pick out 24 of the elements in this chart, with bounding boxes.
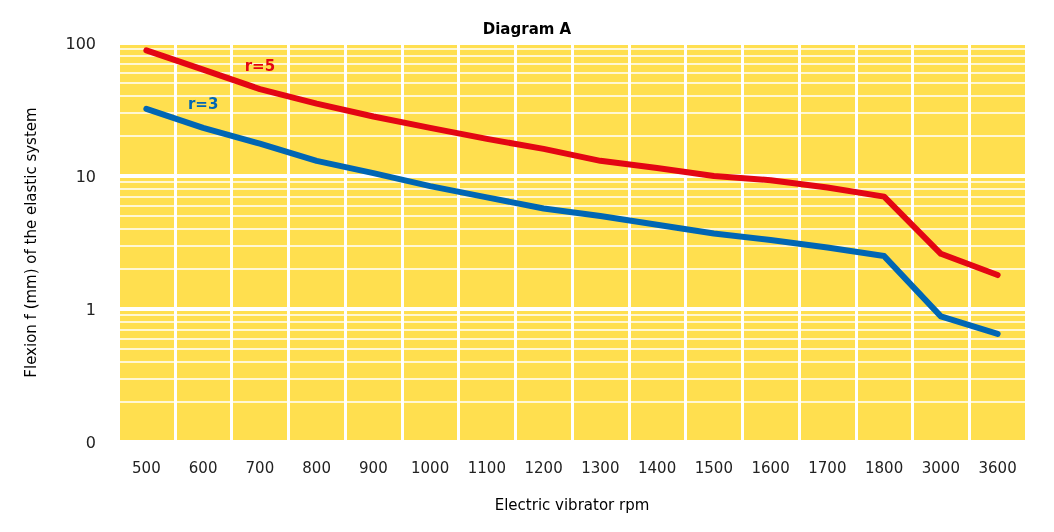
- y-axis-title: Flexion f (mm) of the elastic system: [21, 107, 40, 378]
- x-tick-label: 500: [132, 458, 161, 477]
- x-axis-title: Electric vibrator rpm: [494, 495, 650, 514]
- x-tick-label: 700: [245, 458, 275, 477]
- x-tick-label: 1600: [751, 458, 790, 477]
- x-tick-label: 1400: [638, 458, 677, 477]
- x-tick-label: 1700: [808, 458, 847, 477]
- x-tick-label: 800: [302, 458, 331, 477]
- y-tick-label: 0: [85, 432, 96, 452]
- x-tick-label: 900: [359, 458, 388, 477]
- y-tick-label: 100: [65, 33, 96, 53]
- y-tick-label: 10: [75, 166, 96, 186]
- x-tick-label: 3600: [978, 458, 1017, 477]
- x-tick-label: 1100: [467, 458, 506, 477]
- x-tick-label: 1800: [865, 458, 904, 477]
- series-label: r=3: [187, 95, 219, 114]
- x-tick-label: 1000: [411, 458, 450, 477]
- y-tick-label: 1: [85, 299, 96, 319]
- x-tick-label: 1300: [581, 458, 620, 477]
- x-tick-label: 1200: [524, 458, 563, 477]
- x-tick-label: 600: [188, 458, 218, 477]
- chart-title: Diagram A: [482, 19, 572, 38]
- x-tick-label: 3000: [921, 458, 960, 477]
- x-tick-label: 1500: [694, 458, 733, 477]
